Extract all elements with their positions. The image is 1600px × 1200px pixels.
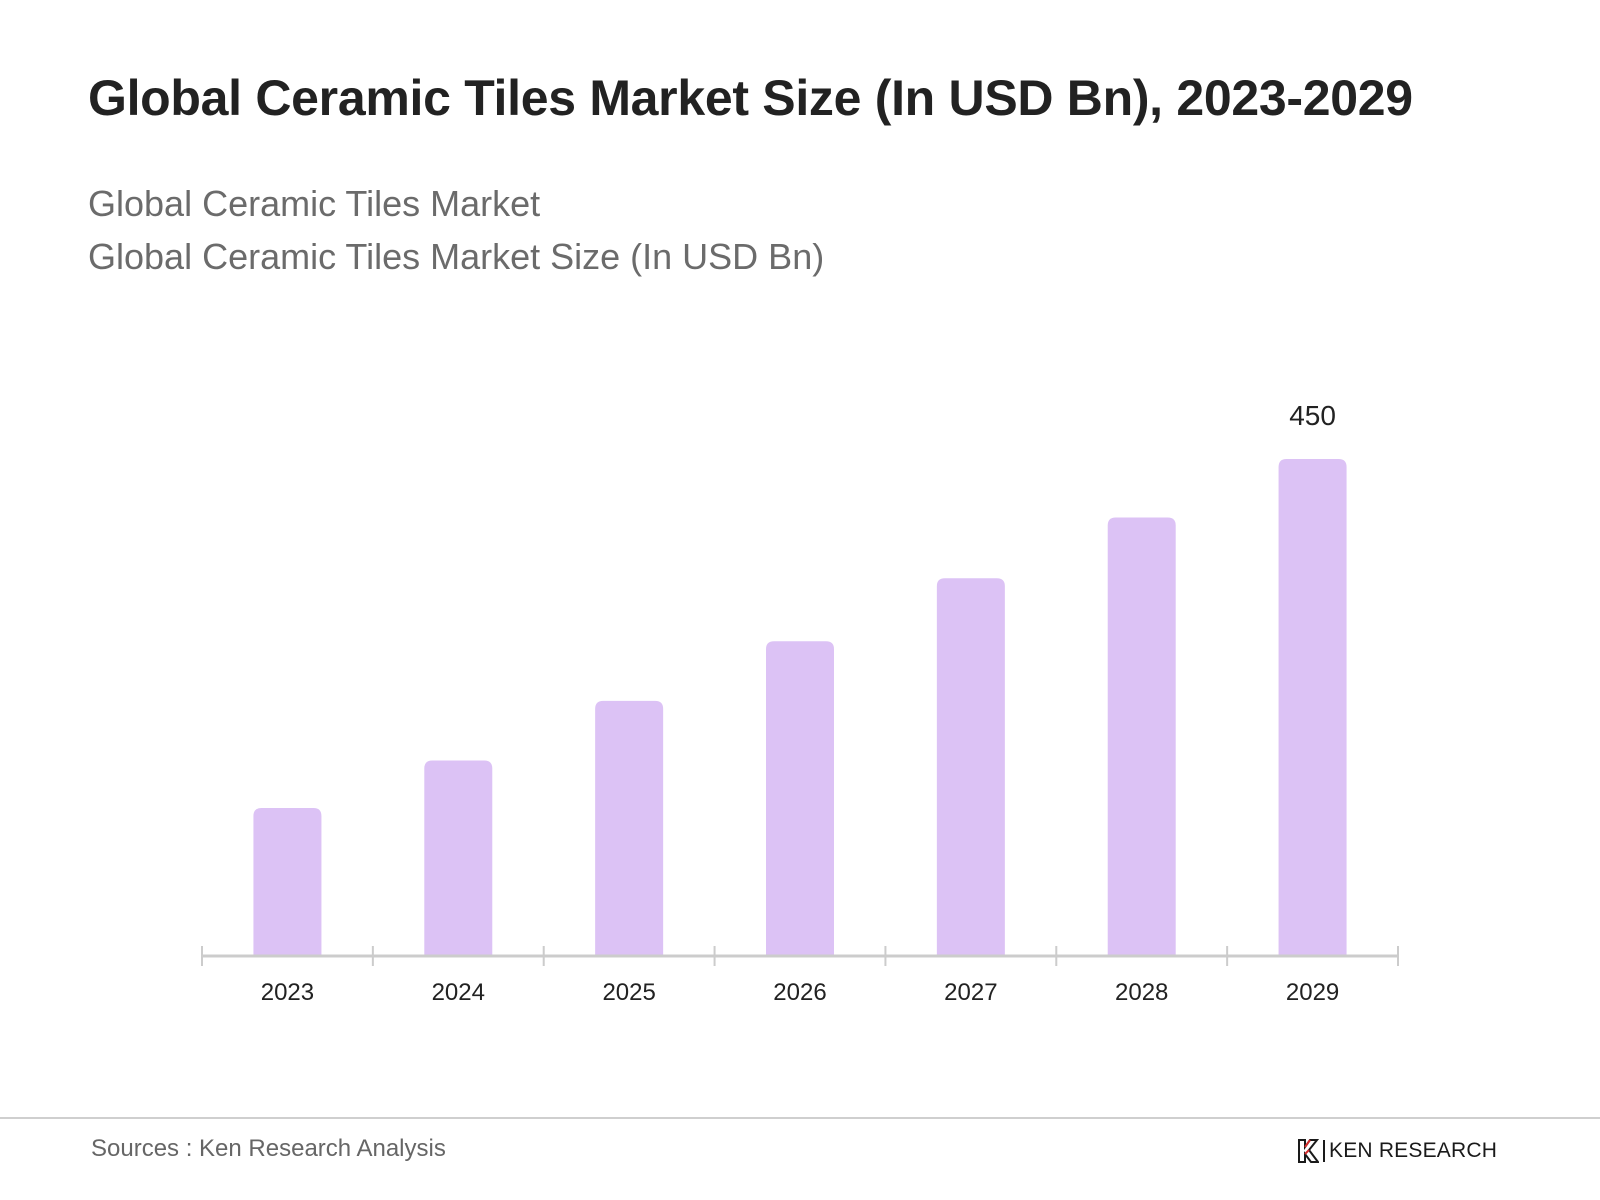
- bar-2025: [595, 700, 664, 956]
- ken-research-k-logo-icon: [1298, 1139, 1319, 1163]
- bar-2024: [424, 760, 493, 956]
- bar-2027: [936, 578, 1005, 956]
- x-tick-label-2028: 2028: [1115, 979, 1168, 1006]
- logo-separator: [1323, 1140, 1325, 1162]
- bar-chart: 2023 2024 2025 2026 2027 2028 2029 450: [201, 400, 1399, 1006]
- source-note: Sources : Ken Research Analysis: [91, 1135, 446, 1162]
- x-tick-label-2023: 2023: [261, 979, 314, 1006]
- bar-2028: [1107, 517, 1176, 956]
- x-axis: [201, 946, 1399, 966]
- footer-divider: [0, 1117, 1600, 1119]
- logo-wordmark: KEN RESEARCH: [1329, 1139, 1498, 1162]
- bar-2029: [1278, 459, 1347, 956]
- data-label-2029: 450: [1289, 400, 1336, 431]
- page-title: Global Ceramic Tiles Market Size (In USD…: [88, 70, 1413, 126]
- x-tick-label-2026: 2026: [773, 979, 826, 1006]
- x-tick-label-2027: 2027: [944, 979, 997, 1006]
- ken-research-logo: KEN RESEARCH: [1297, 1136, 1497, 1166]
- label-group: 2023 2024 2025 2026 2027 2028 2029 450: [261, 400, 1340, 1006]
- bar-2023: [253, 808, 322, 956]
- x-tick-label-2025: 2025: [602, 979, 655, 1006]
- bar-2026: [766, 641, 834, 956]
- chart-subtitle-size: Global Ceramic Tiles Market Size (In USD…: [88, 236, 825, 277]
- x-tick-label-2029: 2029: [1286, 979, 1339, 1006]
- bar-group: [253, 459, 1347, 956]
- x-tick-label-2024: 2024: [432, 979, 485, 1006]
- chart-subtitle-market: Global Ceramic Tiles Market: [88, 183, 541, 224]
